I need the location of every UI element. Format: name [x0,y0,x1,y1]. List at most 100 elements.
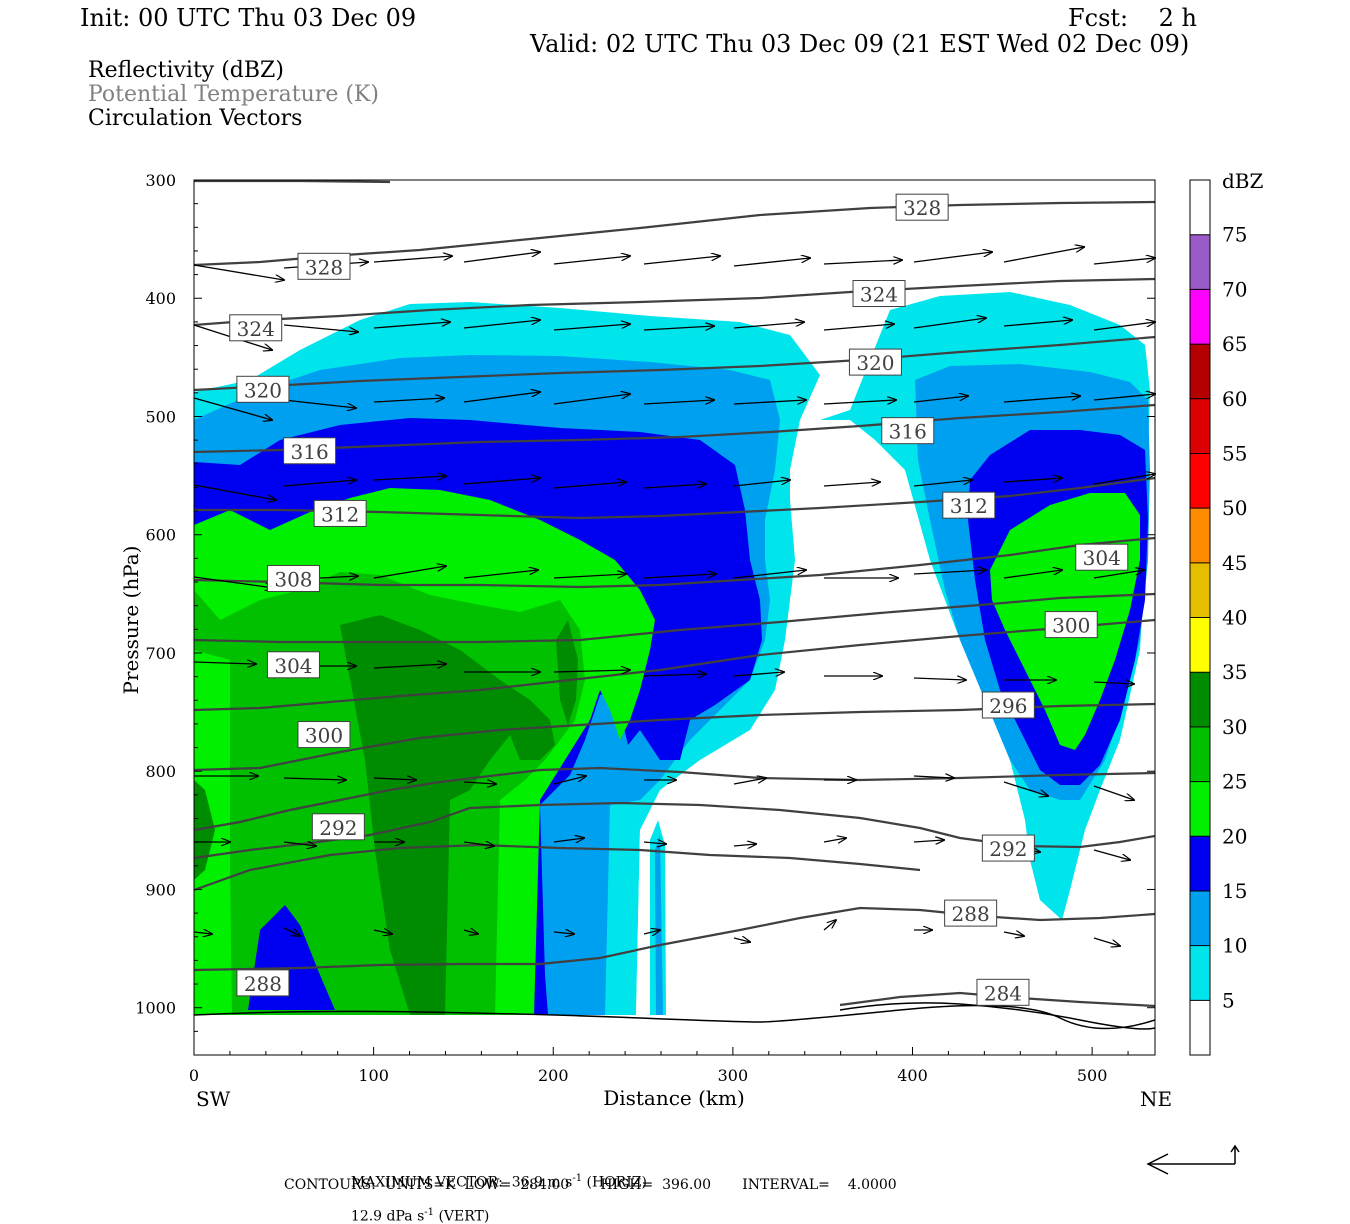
x-tick-label: 300 [718,1066,749,1085]
field-theta: Potential Temperature (K) [88,82,379,107]
vert-unit: -1 [424,1206,435,1218]
colorbar-segment [1190,453,1210,509]
colorbar-label: 40 [1222,606,1247,630]
y-tick-label: 800 [145,762,176,781]
colorbar-segment [1190,781,1210,837]
contour-label-box [881,417,935,445]
contour-label: 308 [274,567,312,591]
footer-contours: CONTOURS: UNITS=K LOW= 284.00 HIGH= 396.… [284,1177,897,1193]
contour-label-box [283,437,337,465]
contour-label: 328 [305,255,343,279]
contour-label-box [942,491,996,519]
colorbar-label: 65 [1222,332,1247,356]
colorbar-segment [1190,672,1210,727]
colorbar-unit: dBZ [1222,169,1264,193]
colorbar-label: 5 [1222,988,1235,1012]
contour-label-box [297,721,351,749]
contour-label: 292 [319,816,357,840]
contour-label: 324 [860,283,898,307]
y-axis-label: Pressure (hPa) [119,546,143,695]
contour-label-box [981,691,1035,719]
y-tick-label: 900 [145,880,176,899]
x-axis-label: Distance (km) [603,1086,745,1110]
colorbar-segment [1190,562,1210,618]
colorbar-label: 30 [1222,715,1247,739]
ground-line [194,1002,1155,1030]
y-tick-label: 300 [145,171,176,190]
vert-value: 12.9 dPa s [350,1208,425,1224]
field-vectors: Circulation Vectors [88,106,303,131]
contour-label-box [981,834,1035,862]
y-tick-label: 500 [145,407,176,426]
colorbar-label: 75 [1222,223,1247,247]
contour-label: 296 [989,694,1027,718]
contour-label-box [266,564,320,592]
contour-label-box [895,193,949,221]
forecast-hour: Fcst: 2 h [1068,4,1198,32]
colorbar-label: 10 [1222,934,1247,958]
contour-label: 328 [903,196,941,220]
colorbar: 5 10 15 20 25 30 35 40 45 50 55 60 65 70 75 [1189,179,1247,1056]
y-tick-label: 1000 [135,999,176,1018]
contour-label-box [848,348,902,376]
reference-vector-icon [1146,1144,1240,1175]
colorbar-segment [1190,1000,1210,1055]
contour-label: 284 [984,981,1022,1005]
contour-label-box [313,499,367,527]
ne-label: NE [1140,1087,1172,1111]
contour-label-box [236,375,290,403]
x-tick-label: 0 [189,1066,199,1085]
colorbar-segment [1190,180,1210,235]
colorbar-label: 55 [1222,441,1247,465]
refl-strip-blue [655,835,663,1015]
contour-label: 304 [274,654,312,678]
colorbar-segment [1190,945,1210,1001]
contour-label: 300 [1052,614,1090,638]
contour-label: 312 [950,494,988,518]
plot-frame [193,179,1156,1056]
colorbar-segment [1190,890,1210,946]
contour-label-box [976,978,1030,1006]
contour-label-box [1044,611,1098,639]
colorbar-label: 45 [1222,551,1247,575]
refl-region-30-c [194,780,215,880]
colorbar-label: 20 [1222,824,1247,848]
colorbar-label: 25 [1222,770,1247,794]
y-tick-label: 600 [145,526,176,545]
contour-label: 320 [244,378,282,402]
axis-layer: 300 400 500 600 700 800 900 1000 0 100 200 300 400 50… [135,171,1155,1085]
x-tick-label: 500 [1077,1066,1108,1085]
colorbar-segment [1190,617,1210,673]
x-tick-label: 400 [897,1066,928,1085]
colorbar-label: 35 [1222,660,1247,684]
refl-region-30-b [556,620,578,725]
circulation-vectors [193,247,1155,946]
vert-label: (VERT) [438,1208,490,1224]
contour-label: 292 [989,837,1027,861]
y-tick-label: 700 [145,644,176,663]
colorbar-segment [1190,508,1210,563]
contour-label: 312 [321,502,359,526]
x-tick-label: 100 [358,1066,389,1085]
colorbar-segment [1190,234,1210,290]
contour-label: 324 [237,317,275,341]
contour-label-box [944,899,998,927]
colorbar-label: 50 [1222,496,1247,520]
init-time: Init: 00 UTC Thu 03 Dec 09 [80,4,417,32]
colorbar-label: 70 [1222,277,1247,301]
x-tick-label: 200 [538,1066,569,1085]
contour-label: 288 [952,902,990,926]
colorbar-segment [1190,726,1210,782]
max-vector-text: MAXIMUM VECTOR: 36.9 m s [350,1174,573,1191]
contour-label: 320 [856,351,894,375]
contour-label-box [852,280,906,308]
field-reflectivity: Reflectivity (dBZ) [88,58,284,83]
colorbar-label: 60 [1222,387,1247,411]
contour-label: 316 [889,420,927,444]
contour-label-box [229,314,283,342]
contour-label-box [236,969,290,997]
contour-label-box [1075,543,1129,571]
horiz-unit: -1 [572,1173,583,1184]
colorbar-label: 15 [1222,879,1247,903]
